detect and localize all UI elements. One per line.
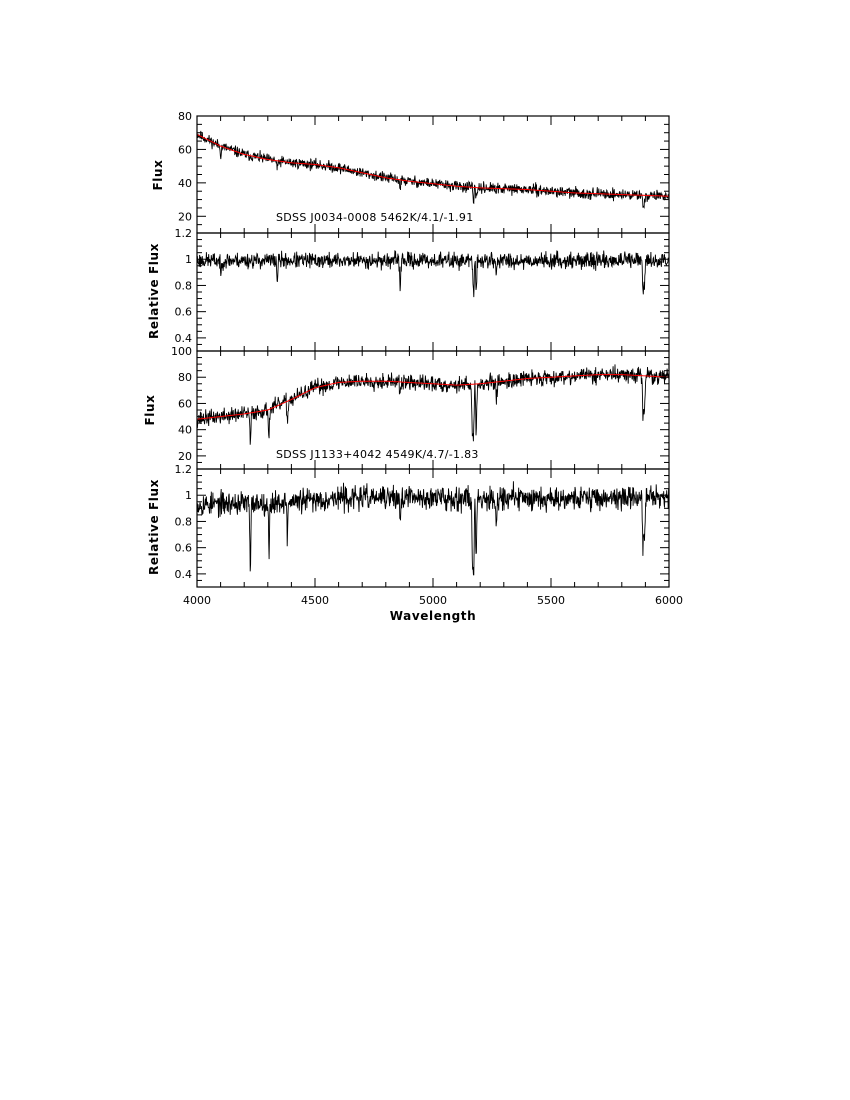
y-tick-label: 1 — [185, 253, 192, 266]
panel-4-frame — [196, 468, 670, 588]
panel-2-frame — [196, 232, 670, 352]
x-axis-label: Wavelength — [390, 609, 477, 623]
y-tick-label: 0.4 — [175, 568, 193, 581]
y-tick-label: 0.6 — [175, 306, 193, 319]
panel-3-series-2 — [197, 374, 669, 420]
y-tick-label: 1 — [185, 489, 192, 502]
y-tick-label: 80 — [178, 371, 192, 384]
y-tick-label: 1.2 — [175, 227, 193, 240]
panel-1-ylabel: Flux — [151, 160, 165, 191]
panel-3-ylabel: Flux — [143, 395, 157, 426]
y-tick-label: 0.6 — [175, 542, 193, 555]
x-tick-label: 5000 — [419, 594, 447, 607]
y-tick-label: 100 — [171, 345, 192, 358]
panel-4-ylabel: Relative Flux — [147, 479, 161, 575]
x-tick-label: 4000 — [183, 594, 211, 607]
y-tick-label: 0.8 — [175, 515, 193, 528]
y-tick-label: 20 — [178, 210, 192, 223]
x-tick-label: 4500 — [301, 594, 329, 607]
panel-3-series-1 — [197, 364, 669, 445]
panel-2-series-1 — [197, 250, 669, 298]
y-tick-label: 0.8 — [175, 279, 193, 292]
panel-4: 0.4 0.6 0.8 1 1.2 4000 4500 5000 5500 6000 — [175, 463, 684, 607]
panel-2-ylabel: Relative Flux — [147, 243, 161, 339]
y-tick-label: 40 — [178, 177, 192, 190]
panel-3-annotation: SDSS J1133+4042 4549K/4.7/-1.83 — [276, 448, 479, 461]
panel-1-annotation: SDSS J0034-0008 5462K/4.1/-1.91 — [276, 211, 474, 224]
y-tick-label: 1.2 — [175, 463, 193, 476]
panel-1-series-2 — [197, 133, 669, 197]
panel-2: 0.4 0.6 0.8 1 1.2 — [175, 227, 670, 352]
y-tick-label: 60 — [178, 143, 192, 156]
panel-1-series-1 — [197, 130, 669, 209]
panel-4-series-1 — [197, 481, 669, 576]
y-tick-label: 20 — [178, 450, 192, 463]
y-tick-label: 0.4 — [175, 332, 193, 345]
panels-layer: 204060800.40.60.811.2204060801000.40.60.… — [171, 110, 683, 607]
x-tick-label: 6000 — [655, 594, 683, 607]
y-tick-label: 80 — [178, 110, 192, 123]
y-tick-label: 40 — [178, 424, 192, 437]
y-tick-label: 60 — [178, 397, 192, 410]
x-tick-label: 5500 — [537, 594, 565, 607]
